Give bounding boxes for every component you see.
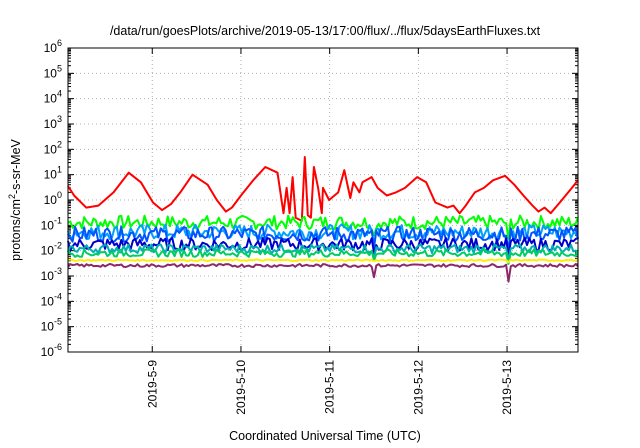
y-tick-base: 10: [44, 41, 58, 55]
y-tick-exponent: 3: [57, 114, 62, 124]
y-tick-exponent: 1: [57, 165, 62, 175]
x-tick-label: 2019-5-10: [234, 360, 248, 415]
y-tick-label: 106: [44, 38, 62, 55]
y-tick-exponent: -5: [54, 317, 62, 327]
y-tick-base: 10: [44, 193, 58, 207]
series-line-7: [67, 258, 579, 264]
y-tick-label: 100: [44, 190, 62, 207]
series-line-1: [67, 214, 579, 240]
y-tick-label: 103: [44, 114, 62, 131]
y-tick-base: 10: [41, 218, 55, 232]
y-tick-label: 102: [44, 139, 62, 156]
y-tick-exponent: -1: [54, 215, 62, 225]
series-lines: [67, 156, 579, 283]
series-line-6: [67, 248, 579, 265]
series-line-8: [67, 263, 579, 283]
y-tick-label: 101: [44, 165, 62, 182]
y-tick-exponent: 5: [57, 63, 62, 73]
y-tick-label: 105: [44, 63, 62, 80]
y-tick-exponent: -4: [54, 291, 62, 301]
x-tick-label: 2019-5-11: [323, 360, 337, 414]
y-tick-base: 10: [41, 294, 55, 308]
y-tick-base: 10: [41, 269, 55, 283]
y-tick-label: 104: [44, 89, 62, 106]
chart-title: /data/run/goesPlots/archive/2019-05-13/1…: [110, 24, 541, 38]
y-tick-base: 10: [44, 117, 58, 131]
y-tick-base: 10: [44, 168, 58, 182]
x-tick-label: 2019-5-9: [145, 360, 159, 408]
y-tick-base: 10: [41, 320, 55, 334]
x-tick-label: 2019-5-13: [500, 360, 514, 415]
y-tick-base: 10: [44, 66, 58, 80]
y-tick-exponent: 2: [57, 139, 62, 149]
y-tick-base: 10: [41, 244, 55, 258]
y-tick-exponent: -6: [54, 342, 62, 352]
y-tick-exponent: 0: [57, 190, 62, 200]
series-line-0: [67, 156, 579, 222]
plot-frame: [67, 47, 579, 353]
y-tick-exponent: -3: [54, 266, 62, 276]
y-tick-label: 10-2: [41, 241, 62, 258]
x-axis-label: Coordinated Universal Time (UTC): [229, 429, 421, 443]
series-line-3: [67, 225, 579, 252]
y-tick-exponent: -2: [54, 241, 62, 251]
y-tick-label: 10-1: [41, 215, 62, 232]
y-tick-label: 10-3: [41, 266, 62, 283]
y-tick-label: 10-5: [41, 317, 62, 334]
y-tick-base: 10: [44, 142, 58, 156]
y-tick-base: 10: [41, 345, 55, 359]
x-tick-label: 2019-5-12: [411, 360, 425, 415]
y-tick-label: 10-6: [41, 342, 62, 359]
y-tick-base: 10: [44, 92, 58, 106]
y-tick-label: 10-4: [41, 291, 62, 308]
y-axis-label: protons/cm2-s-sr-MeV: [7, 138, 23, 260]
x-axis: 2019-5-9 2019-5-10 2019-5-11 2019-5-12 2019-…: [145, 48, 514, 415]
y-tick-exponent: 4: [57, 89, 62, 99]
y-tick-exponent: 6: [57, 38, 62, 48]
